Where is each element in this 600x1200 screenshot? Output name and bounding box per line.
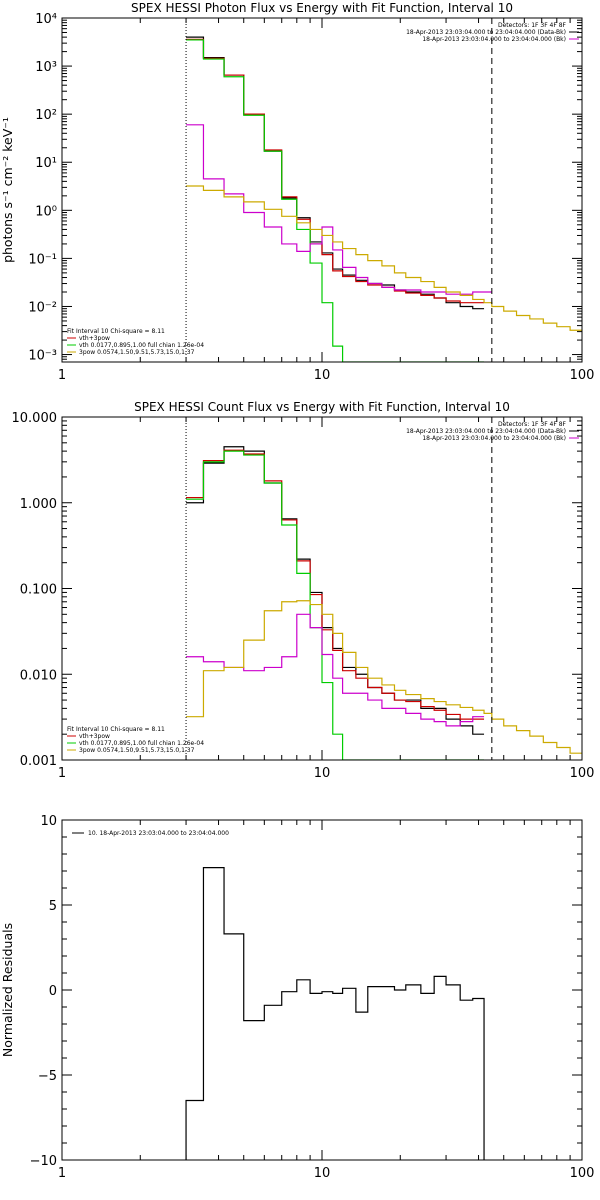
- series-0-step-line: [186, 36, 485, 310]
- data-layer: [185, 867, 485, 1160]
- legend-bottomleft-item: vth+3pow: [79, 335, 110, 342]
- y-tick-label: −5: [38, 1069, 57, 1084]
- legend-bottomleft-item: Fit Interval 10 Chi-square = 8.11: [67, 328, 165, 335]
- photon-flux-panel: SPEX HESSI Photon Flux vs Energy with Fi…: [0, 1, 594, 383]
- y-tick-label: 10⁰: [35, 204, 57, 219]
- x-tick-label: 10: [314, 368, 331, 383]
- series-0-step-line: [185, 867, 485, 1160]
- series-2-step-line: [186, 450, 485, 760]
- x-tick-label: 1: [58, 368, 66, 383]
- series-1-step-line: [186, 38, 485, 304]
- plot-frame: [61, 17, 583, 363]
- x-tick-label: 10: [314, 766, 331, 781]
- chart-title: SPEX HESSI Count Flux vs Energy with Fit…: [134, 400, 510, 414]
- y-tick-label: 10⁻³: [28, 349, 57, 364]
- x-tick-label: 10: [314, 1166, 331, 1181]
- legend-topright-item: Detectors: 1F 3F 4F 8F: [498, 22, 567, 29]
- series-3-step-line: [186, 613, 485, 727]
- legend-topright-item: 18-Apr-2013 23:03:04.000 to 23:04:04.000…: [422, 435, 566, 442]
- y-tick-label: 10⁻²: [28, 300, 57, 315]
- y-tick-label: −10: [30, 1154, 57, 1169]
- x-tick-label: 1: [58, 1166, 66, 1181]
- residuals-panel: Normalized Residuals 1 10 100 −10 −5 0 5 10 10. 1…: [0, 814, 594, 1181]
- count-flux-panel: SPEX HESSI Count Flux vs Energy with Fit…: [12, 400, 595, 781]
- legend-bottomleft-item: 3pow 0.0574,1.50,9.51,5.73,15.0,1.37: [79, 747, 195, 754]
- series-2-step-line: [186, 39, 485, 362]
- legend-topright-item: 18-Apr-2013 23:03:04.000 to 23:04:04.000…: [422, 36, 566, 43]
- legend-bottomleft-item: vth 0.0177,0.895,1.00 full chian 1.26e-0…: [79, 740, 204, 747]
- y-tick-label: 10⁴: [35, 12, 57, 27]
- series-1-step-line: [186, 449, 485, 720]
- series-0-step-line: [186, 446, 485, 735]
- y-tick-label: 0.100: [20, 583, 57, 598]
- legend-bottomleft-item: 3pow 0.0574,1.50,9.51,5.73,15.0,1.37: [79, 349, 195, 356]
- legend-topleft-item: 10. 18-Apr-2013 23:03:04.000 to 23:04:04…: [88, 830, 229, 837]
- y-tick-label: 10¹: [35, 156, 57, 171]
- series-4-step-line: [186, 600, 582, 754]
- y-tick-label: 10⁻¹: [28, 252, 57, 267]
- data-layer: [186, 36, 582, 362]
- plot-frame: [61, 819, 583, 1161]
- x-tick-label: 1: [58, 766, 66, 781]
- series-4-step-line: [186, 185, 582, 331]
- y-tick-label: 1.000: [20, 497, 57, 512]
- legend-bottomleft-item: vth+3pow: [79, 733, 110, 740]
- y-axis-title: Normalized Residuals: [0, 923, 15, 1057]
- chart-title: SPEX HESSI Photon Flux vs Energy with Fi…: [131, 1, 513, 15]
- y-tick-label: 10³: [35, 60, 57, 75]
- y-tick-label: 10²: [35, 108, 57, 123]
- x-tick-label: 100: [570, 766, 595, 781]
- plot-frame: [61, 416, 583, 761]
- y-tick-label: 10.000: [12, 411, 58, 426]
- legend-bottomleft-item: vth 0.0177,0.895,1.00 full chian 1.26e-0…: [79, 342, 204, 349]
- y-tick-label: 0: [49, 984, 57, 999]
- series-3-step-line: [186, 124, 492, 295]
- y-tick-label: 5: [49, 899, 57, 914]
- y-tick-label: 10: [40, 814, 57, 829]
- y-axis-title: photons s⁻¹ cm⁻² keV⁻¹: [0, 117, 15, 263]
- legend-topright-item: 18-Apr-2013 23:03:04.000 to 23:04:04.000…: [406, 428, 566, 435]
- y-tick-label: 0.010: [20, 668, 57, 683]
- legend-topright-item: 18-Apr-2013 23:03:04.000 to 23:04:04.000…: [406, 29, 566, 36]
- x-tick-label: 100: [570, 368, 595, 383]
- x-tick-label: 100: [570, 1166, 595, 1181]
- legend-bottomleft-item: Fit Interval 10 Chi-square = 8.11: [67, 726, 165, 733]
- data-layer: [186, 446, 582, 760]
- legend-topright-item: Detectors: 1F 3F 4F 8F: [498, 421, 567, 428]
- y-tick-label: 0.001: [20, 754, 57, 769]
